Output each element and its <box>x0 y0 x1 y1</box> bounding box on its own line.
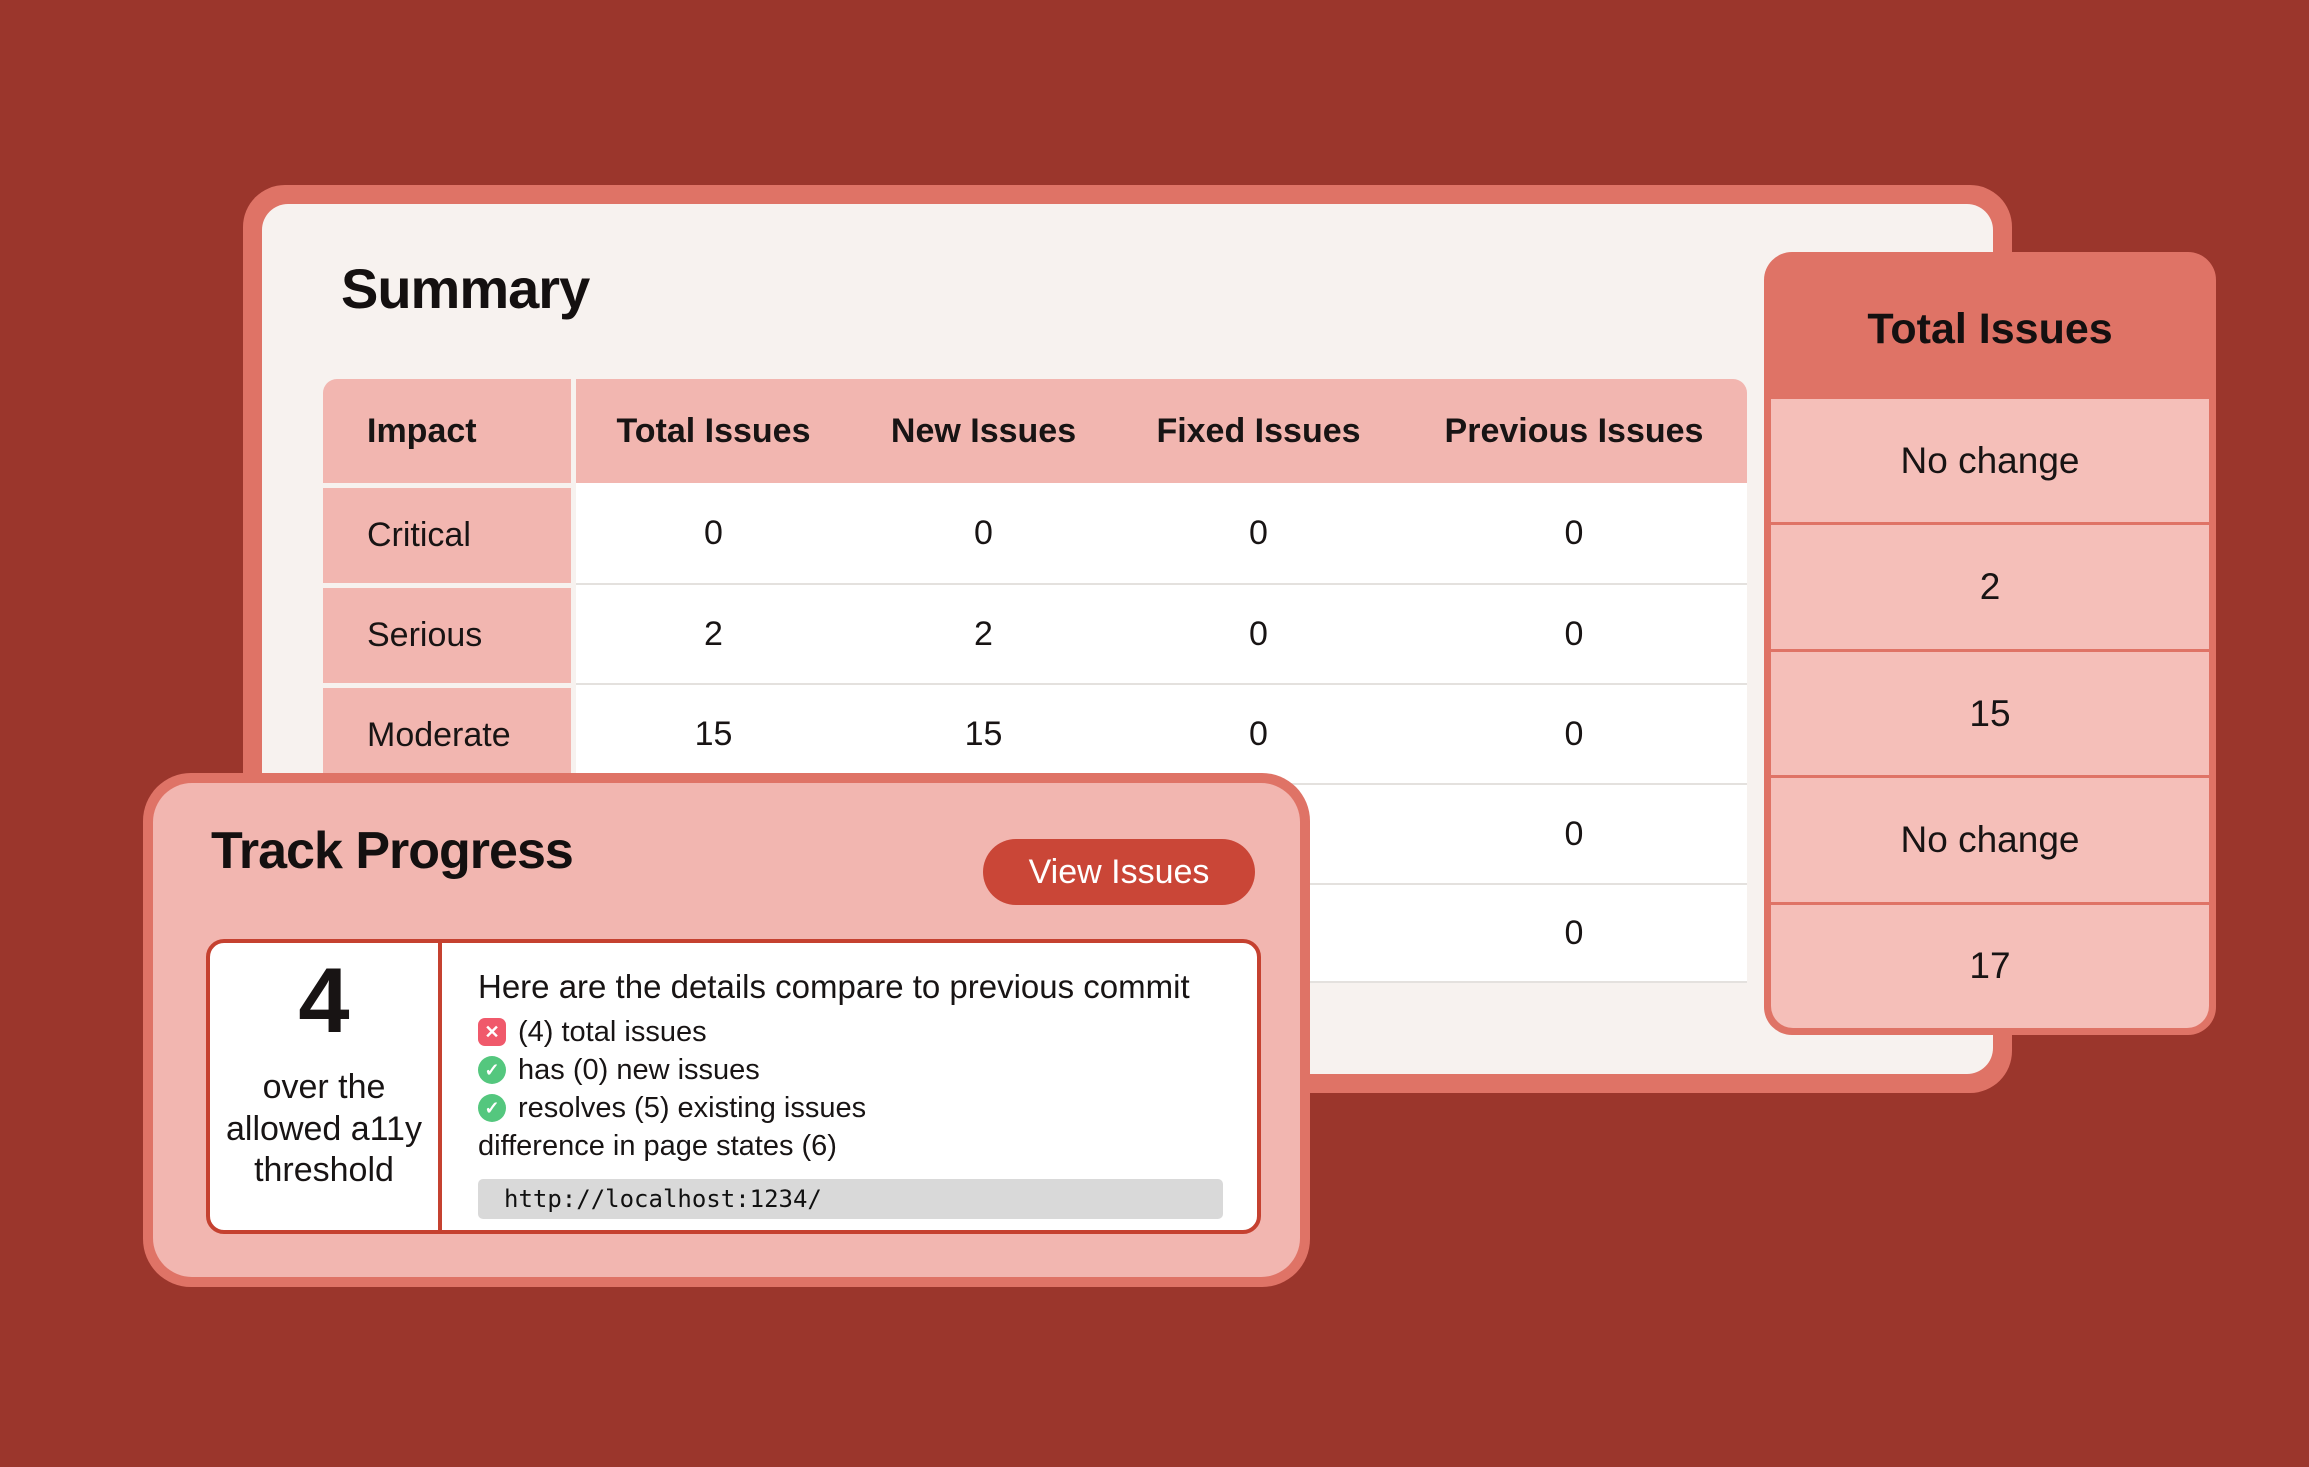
total-issues-value: 15 <box>576 683 851 783</box>
new-issues-value: 15 <box>851 683 1116 783</box>
threshold-value: 4 <box>298 950 350 1053</box>
header-cell-previous-issues: Previous Issues <box>1401 379 1747 483</box>
track-progress-title: Track Progress <box>211 822 574 880</box>
details-panel: 4 over the allowed a11y threshold Here a… <box>206 939 1261 1234</box>
details-list: ✕ (4) total issues ✓ has (0) new issues … <box>478 1013 1223 1165</box>
total-issues-row: No change <box>1771 399 2209 523</box>
previous-issues-value: 0 <box>1401 583 1747 683</box>
track-progress-surface: Track Progress View Issues 4 over the al… <box>153 783 1300 1277</box>
details-heading: Here are the details compare to previous… <box>478 968 1190 1005</box>
detail-item: ✓ resolves (5) existing issues <box>478 1089 1223 1127</box>
threshold-label: over the allowed a11y threshold <box>226 1068 422 1190</box>
detail-item: difference in page states (6) <box>478 1127 1223 1165</box>
impact-label: Serious <box>323 583 576 683</box>
previous-issues-value: 0 <box>1401 483 1747 583</box>
total-issues-row: 17 <box>1771 904 2209 1028</box>
header-cell-impact: Impact <box>323 379 576 483</box>
check-icon: ✓ <box>478 1056 506 1084</box>
previous-issues-value: 0 <box>1401 883 1747 983</box>
previous-issues-value: 0 <box>1401 783 1747 883</box>
summary-title: Summary <box>341 257 590 320</box>
table-row-moderate: Moderate 15 15 0 0 <box>323 683 1747 783</box>
table-row-critical: Critical 0 0 0 0 <box>323 483 1747 583</box>
impact-label: Moderate <box>323 683 576 783</box>
detail-item: ✕ (4) total issues <box>478 1013 1223 1051</box>
table-row-serious: Serious 2 2 0 0 <box>323 583 1747 683</box>
impact-label: Critical <box>323 483 576 583</box>
detail-item: ✓ has (0) new issues <box>478 1051 1223 1089</box>
header-cell-total-issues: Total Issues <box>576 379 851 483</box>
fixed-issues-value: 0 <box>1116 483 1401 583</box>
previous-issues-value: 0 <box>1401 683 1747 783</box>
check-icon: ✓ <box>478 1094 506 1122</box>
new-issues-value: 2 <box>851 583 1116 683</box>
detail-item-text: (4) total issues <box>518 1016 707 1048</box>
fixed-issues-value: 0 <box>1116 683 1401 783</box>
total-issues-row: 2 <box>1771 525 2209 649</box>
url-code-block: http://localhost:1234/ <box>478 1179 1223 1219</box>
detail-item-text: resolves (5) existing issues <box>518 1092 867 1124</box>
total-issues-value: 2 <box>576 583 851 683</box>
total-issues-row: 15 <box>1771 651 2209 776</box>
total-issues-card-title: Total Issues <box>1867 304 2113 353</box>
header-cell-new-issues: New Issues <box>851 379 1116 483</box>
header-cell-fixed-issues: Fixed Issues <box>1116 379 1401 483</box>
fixed-issues-value: 0 <box>1116 583 1401 683</box>
total-issues-rows: No change 2 15 No change 17 <box>1771 399 2209 1028</box>
threshold-summary: 4 over the allowed a11y threshold <box>210 943 442 1230</box>
new-issues-value: 0 <box>851 483 1116 583</box>
table-header-row: Impact Total Issues New Issues Fixed Iss… <box>323 379 1747 483</box>
x-icon: ✕ <box>478 1018 506 1046</box>
detail-item-text: difference in page states (6) <box>478 1130 837 1162</box>
track-progress-card: Track Progress View Issues 4 over the al… <box>143 773 1310 1287</box>
details-content: Here are the details compare to previous… <box>442 943 1259 1230</box>
total-issues-card: Total Issues No change 2 15 No change 17 <box>1764 252 2216 1035</box>
view-issues-button[interactable]: View Issues <box>983 839 1255 905</box>
total-issues-value: 0 <box>576 483 851 583</box>
detail-item-text: has (0) new issues <box>518 1054 760 1086</box>
total-issues-row: No change <box>1771 778 2209 902</box>
